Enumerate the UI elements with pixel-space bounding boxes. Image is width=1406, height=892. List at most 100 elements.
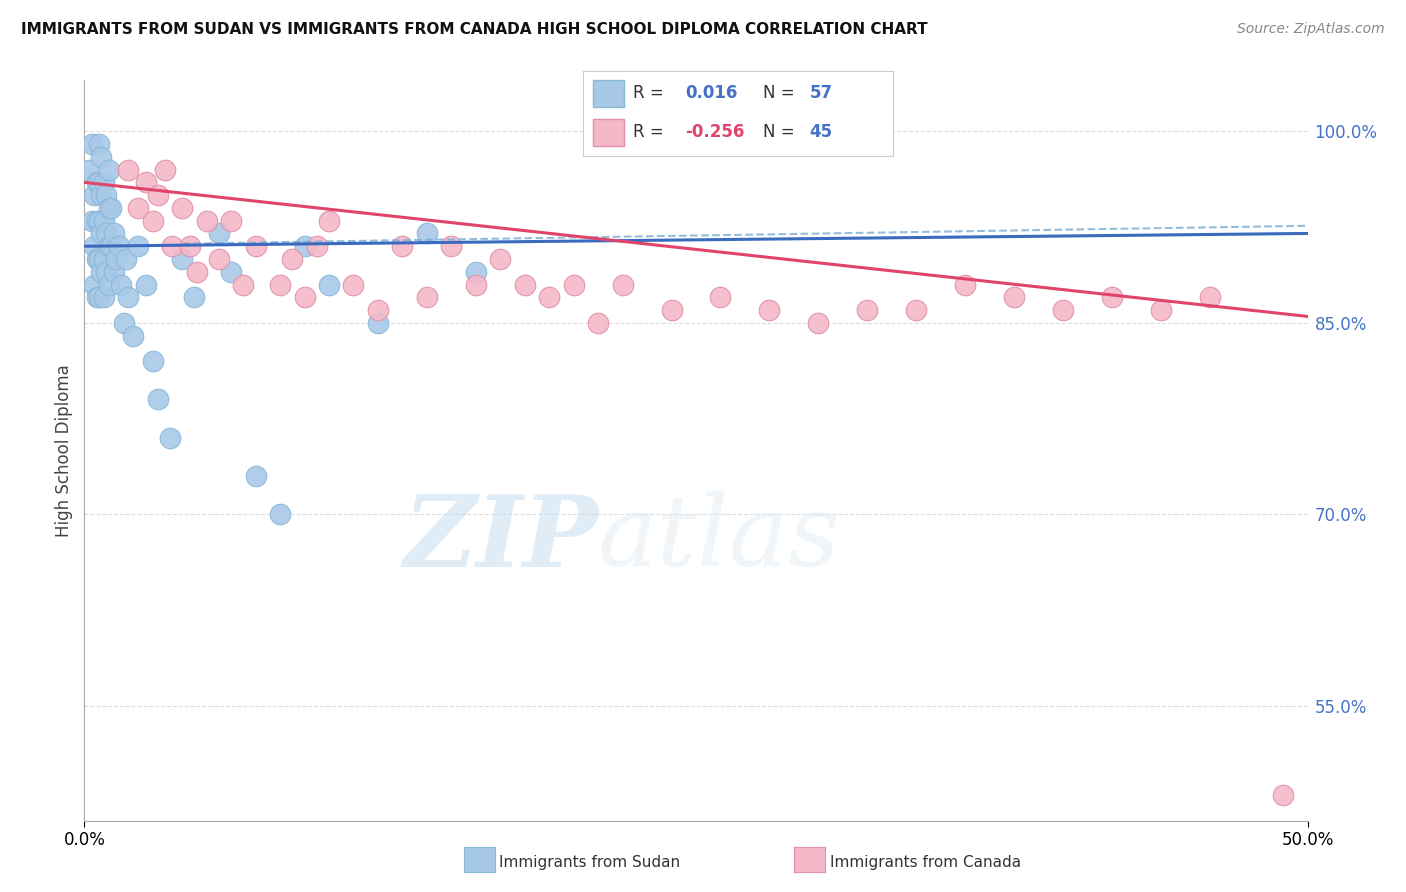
Point xyxy=(93,175,115,189)
Point xyxy=(110,277,132,292)
Point xyxy=(953,277,976,292)
Point xyxy=(1101,290,1123,304)
Text: atlas: atlas xyxy=(598,491,841,587)
Point xyxy=(122,328,145,343)
Point xyxy=(440,239,463,253)
Point xyxy=(112,316,135,330)
Point xyxy=(77,162,100,177)
Point xyxy=(208,252,231,266)
Point xyxy=(117,162,139,177)
Point xyxy=(80,213,103,227)
Point xyxy=(86,252,108,266)
Point xyxy=(318,213,340,227)
Point xyxy=(97,239,120,253)
Text: -0.256: -0.256 xyxy=(686,123,745,141)
Point xyxy=(612,277,634,292)
Text: N =: N = xyxy=(763,85,794,103)
Point xyxy=(1198,290,1220,304)
Point xyxy=(93,290,115,304)
Point xyxy=(416,227,439,241)
Text: Immigrants from Canada: Immigrants from Canada xyxy=(830,855,1021,870)
Point xyxy=(208,227,231,241)
Text: 45: 45 xyxy=(810,123,832,141)
Point xyxy=(183,290,205,304)
Point xyxy=(367,316,389,330)
Point xyxy=(87,252,110,266)
Point xyxy=(90,265,112,279)
Point xyxy=(159,431,181,445)
Point xyxy=(87,137,110,152)
FancyBboxPatch shape xyxy=(593,119,624,146)
Point xyxy=(87,213,110,227)
Text: R =: R = xyxy=(633,85,664,103)
Point xyxy=(90,188,112,202)
Point xyxy=(103,227,125,241)
Point xyxy=(93,252,115,266)
Text: R =: R = xyxy=(633,123,664,141)
Point xyxy=(103,265,125,279)
Point xyxy=(464,265,486,279)
Point xyxy=(86,290,108,304)
Point xyxy=(86,175,108,189)
Point xyxy=(318,277,340,292)
Point xyxy=(172,201,194,215)
Point xyxy=(135,175,157,189)
Point xyxy=(269,508,291,522)
Point xyxy=(117,290,139,304)
Point xyxy=(142,213,165,227)
Point xyxy=(93,213,115,227)
Point xyxy=(1150,303,1173,318)
Point xyxy=(219,213,242,227)
FancyBboxPatch shape xyxy=(593,80,624,107)
Point xyxy=(709,290,731,304)
Point xyxy=(186,265,208,279)
Point xyxy=(586,316,609,330)
Point xyxy=(367,303,389,318)
Y-axis label: High School Diploma: High School Diploma xyxy=(55,364,73,537)
Point xyxy=(100,239,122,253)
Text: Source: ZipAtlas.com: Source: ZipAtlas.com xyxy=(1237,22,1385,37)
Point xyxy=(97,162,120,177)
Point xyxy=(135,277,157,292)
Point xyxy=(661,303,683,318)
Point xyxy=(513,277,536,292)
Point xyxy=(96,265,118,279)
Point xyxy=(87,290,110,304)
Point xyxy=(294,239,316,253)
Point xyxy=(80,137,103,152)
Point xyxy=(127,239,149,253)
Point xyxy=(105,252,128,266)
Point xyxy=(146,392,169,407)
Point xyxy=(342,277,364,292)
Point xyxy=(142,354,165,368)
Point xyxy=(245,469,267,483)
Text: IMMIGRANTS FROM SUDAN VS IMMIGRANTS FROM CANADA HIGH SCHOOL DIPLOMA CORRELATION : IMMIGRANTS FROM SUDAN VS IMMIGRANTS FROM… xyxy=(21,22,928,37)
Point xyxy=(219,265,242,279)
Point xyxy=(1272,788,1295,802)
Point xyxy=(87,175,110,189)
Point xyxy=(1002,290,1025,304)
Point xyxy=(391,239,413,253)
Point xyxy=(489,252,512,266)
Point xyxy=(305,239,328,253)
Point xyxy=(464,277,486,292)
Point xyxy=(90,227,112,241)
Point xyxy=(294,290,316,304)
Text: 57: 57 xyxy=(810,85,832,103)
Point xyxy=(245,239,267,253)
Point xyxy=(856,303,879,318)
Point xyxy=(416,290,439,304)
Point xyxy=(195,213,218,227)
Text: 0.016: 0.016 xyxy=(686,85,738,103)
Point xyxy=(83,239,105,253)
Point xyxy=(162,239,184,253)
Text: ZIP: ZIP xyxy=(404,491,598,588)
Point xyxy=(232,277,254,292)
Point xyxy=(83,277,105,292)
Point xyxy=(97,201,120,215)
Point xyxy=(538,290,561,304)
Point xyxy=(100,201,122,215)
Point xyxy=(153,162,176,177)
Point xyxy=(90,150,112,164)
Point xyxy=(97,277,120,292)
